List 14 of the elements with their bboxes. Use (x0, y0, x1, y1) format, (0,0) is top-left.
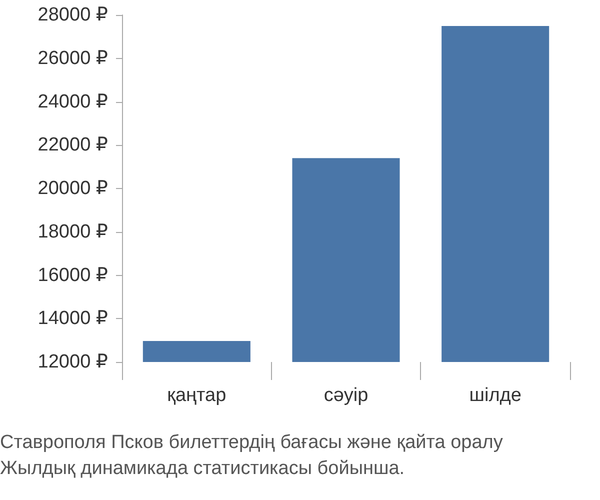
y-tick-label: 12000 ₽ (38, 352, 108, 372)
text: Ставрополя Псков билеттердің бағасы және қайта оралу (0, 432, 504, 453)
y-tick-label: 18000 ₽ (38, 221, 108, 242)
y-tick-label: 26000 ₽ (38, 48, 108, 69)
x-tick-label: сәуір (324, 385, 368, 406)
y-tick-label: 20000 ₽ (38, 178, 108, 199)
y-tick-label: 16000 ₽ (38, 264, 108, 286)
y-tick-label: 24000 ₽ (38, 91, 108, 112)
y-tick-label: 28000 ₽ (38, 4, 108, 26)
y-tick-label: 14000 ₽ (38, 308, 108, 330)
text: Жылдық динамикада статистикасы бойынша. (0, 458, 405, 479)
y-tick-label: 22000 ₽ (38, 134, 108, 156)
x-tick-label: шілде (469, 385, 522, 406)
x-tick-label: қаңтар (167, 385, 226, 406)
